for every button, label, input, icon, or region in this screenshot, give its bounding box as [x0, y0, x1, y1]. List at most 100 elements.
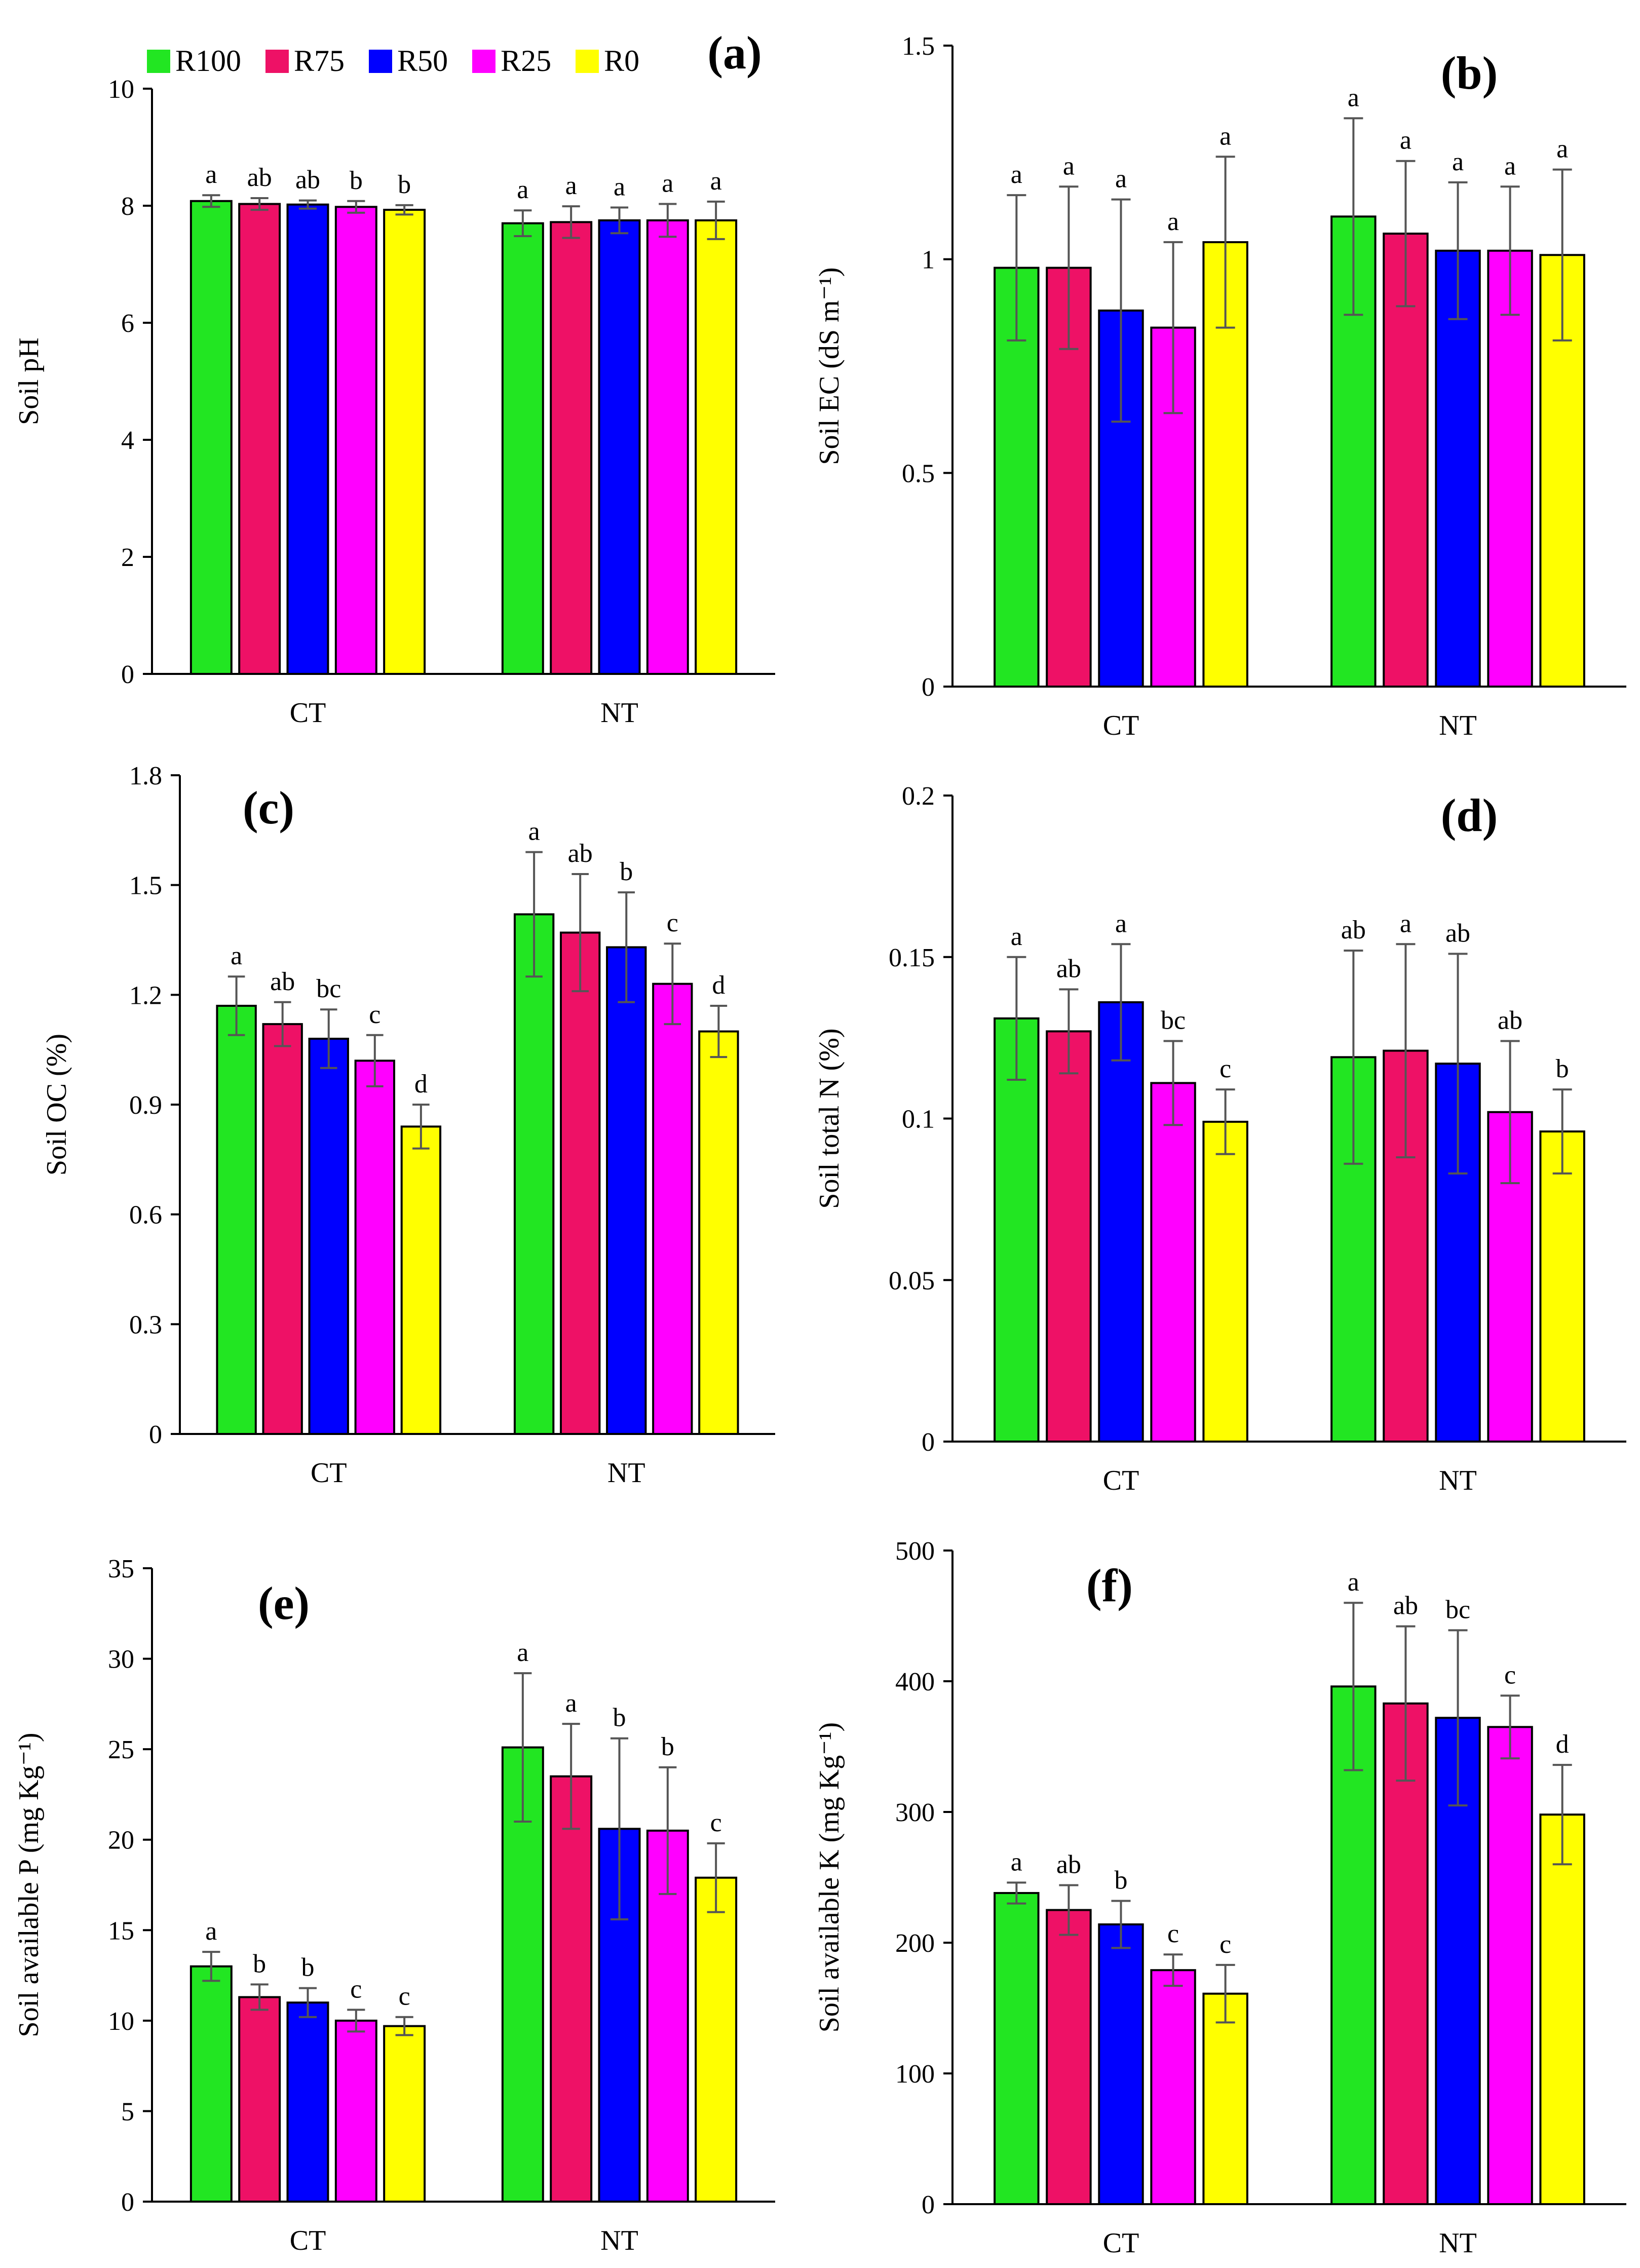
- y-tick-label-f: 0: [922, 2190, 935, 2219]
- significance-letter-e: c: [710, 1808, 722, 1837]
- error-bar-a: [250, 197, 269, 211]
- significance-letter-e: b: [253, 1949, 266, 1978]
- y-tick-label-b: 0.5: [902, 459, 935, 488]
- y-tick-label-c: 0: [149, 1420, 162, 1449]
- y-tick-label-e: 25: [108, 1735, 134, 1764]
- error-bar-b: [1448, 181, 1468, 320]
- y-axis-label-a: Soil pH: [13, 337, 45, 425]
- bar-f-ct-r25: [1150, 1969, 1196, 2205]
- significance-letter-e: c: [350, 1975, 362, 2004]
- significance-letter-f: c: [1167, 1919, 1179, 1948]
- error-bar-e: [202, 1951, 220, 1982]
- bar-c-nt-r100: [513, 913, 555, 1435]
- error-bar-c: [618, 891, 635, 1003]
- error-bar-e: [610, 1737, 629, 1920]
- significance-letter-b: a: [1115, 165, 1127, 194]
- legend-item-r100: R100: [147, 44, 241, 79]
- bar-a-ct-r0: [383, 209, 426, 675]
- panel-b: 0 0.5 1 1.5 Soil EC (dS m⁻¹) (b) CT a a a a a NT a a a a…: [814, 32, 1626, 741]
- x-category-label-f: NT: [1439, 2227, 1477, 2259]
- error-bar-c: [274, 1001, 291, 1047]
- significance-letter-d: a: [1115, 909, 1127, 938]
- significance-letter-d: ab: [1056, 955, 1081, 984]
- bar-c-nt-r25: [652, 982, 693, 1435]
- error-bar-a: [659, 203, 677, 238]
- y-tick-label-f: 300: [895, 1798, 935, 1827]
- y-tick-label-a: 2: [121, 543, 134, 572]
- y-tick-label-c: 1.8: [129, 762, 162, 790]
- bar-f-ct-r100: [994, 1892, 1040, 2205]
- error-bar-c: [710, 1005, 728, 1059]
- significance-letter-d: ab: [1498, 1006, 1522, 1035]
- error-bar-a: [347, 200, 365, 214]
- bar-a-ct-r50: [286, 203, 329, 675]
- bar-d-ct-r100: [994, 1017, 1040, 1443]
- bar-a-nt-r100: [501, 222, 544, 675]
- panel-title-b: (b): [1441, 47, 1498, 99]
- y-tick-label-f: 200: [895, 1929, 935, 1958]
- error-bar-d: [1344, 950, 1363, 1165]
- bar-f-ct-r75: [1046, 1909, 1092, 2205]
- bar-d-ct-r0: [1202, 1120, 1248, 1443]
- significance-letter-e: b: [301, 1953, 315, 1982]
- y-tick-label-e: 0: [121, 2188, 134, 2217]
- legend-label-r50: R50: [397, 44, 448, 78]
- error-bar-d: [1500, 1040, 1520, 1184]
- panel-title-f: (f): [1086, 1560, 1133, 1611]
- error-bar-a: [202, 194, 220, 208]
- error-bar-d: [1448, 953, 1468, 1175]
- error-bar-f: [1396, 1625, 1416, 1782]
- bar-f-nt-r0: [1539, 1813, 1585, 2205]
- error-bar-b: [1163, 241, 1183, 414]
- y-tick-label-b: 0: [922, 673, 935, 702]
- x-category-label-b: CT: [1103, 710, 1139, 741]
- legend-label-r100: R100: [175, 44, 242, 78]
- bar-d-ct-r75: [1046, 1030, 1092, 1443]
- y-axis-label-c: Soil OC (%): [41, 1034, 72, 1176]
- x-category-label-d: CT: [1103, 1465, 1139, 1496]
- y-tick-label-e: 20: [108, 1826, 134, 1855]
- significance-letter-a: a: [205, 160, 217, 189]
- bar-c-nt-r75: [560, 931, 601, 1435]
- significance-letter-a: a: [517, 175, 528, 204]
- y-tick-label-e: 5: [121, 2097, 134, 2126]
- bar-f-ct-r0: [1202, 1992, 1248, 2206]
- bar-a-ct-r100: [189, 200, 233, 675]
- bar-d-ct-r50: [1098, 1001, 1144, 1443]
- y-axis-label-e: Soil available P (mg Kg⁻¹): [13, 1732, 45, 2037]
- significance-letter-a: ab: [295, 166, 320, 195]
- significance-letter-c: c: [667, 909, 678, 937]
- significance-letter-a: b: [350, 166, 363, 195]
- significance-letter-f: c: [1219, 1930, 1231, 1959]
- legend-swatch-r100: [147, 49, 170, 73]
- bar-e-nt-r75: [550, 1775, 593, 2203]
- error-bar-e: [250, 1983, 269, 2011]
- y-tick-label-d: 0.1: [902, 1105, 935, 1134]
- error-bar-e: [298, 1987, 317, 2018]
- y-tick-label-c: 1.2: [129, 981, 162, 1010]
- significance-letter-c: d: [712, 971, 725, 1000]
- bar-c-nt-r50: [606, 946, 647, 1435]
- bar-e-ct-r0: [383, 2025, 426, 2203]
- y-axis-label-f: Soil available K (mg Kg⁻¹): [814, 1722, 845, 2032]
- y-tick-label-f: 100: [895, 2060, 935, 2089]
- significance-letter-d: bc: [1161, 1006, 1186, 1035]
- error-bar-b: [1007, 194, 1026, 342]
- legend-item-r0: R0: [576, 44, 639, 79]
- error-bar-f: [1448, 1629, 1468, 1807]
- y-tick-label-b: 1.5: [902, 32, 935, 61]
- bar-e-ct-r75: [238, 1996, 281, 2203]
- y-tick-label-e: 35: [108, 1555, 134, 1583]
- x-category-label-b: NT: [1439, 710, 1477, 741]
- y-tick-label-a: 4: [121, 426, 134, 455]
- bar-a-ct-r25: [334, 206, 377, 675]
- legend-swatch-r25: [472, 49, 496, 73]
- bar-e-ct-r25: [334, 2019, 377, 2203]
- y-axis-label-b: Soil EC (dS m⁻¹): [814, 267, 845, 465]
- significance-letter-b: a: [1400, 126, 1412, 155]
- y-tick-label-b: 1: [922, 246, 935, 275]
- significance-letter-d: ab: [1341, 916, 1366, 944]
- legend-swatch-r75: [265, 49, 289, 73]
- y-axis-label-d: Soil total N (%): [814, 1028, 845, 1208]
- legend-label-r0: R0: [604, 44, 640, 78]
